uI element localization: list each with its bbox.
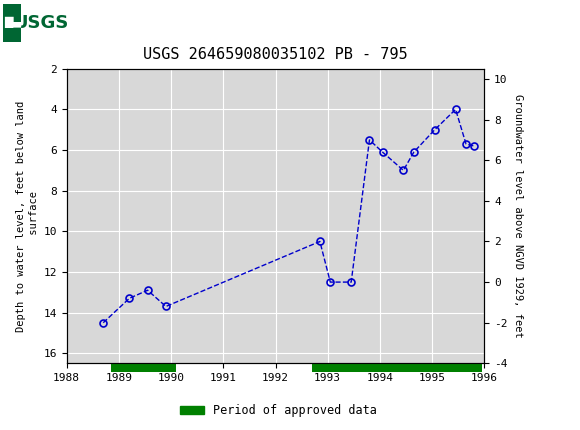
Text: █▄: █▄ (3, 17, 21, 28)
Y-axis label: Groundwater level above NGVD 1929, feet: Groundwater level above NGVD 1929, feet (513, 94, 523, 338)
Text: USGS: USGS (13, 14, 68, 31)
Legend: Period of approved data: Period of approved data (175, 399, 382, 422)
FancyBboxPatch shape (3, 3, 78, 42)
Y-axis label: Depth to water level, feet below land
 surface: Depth to water level, feet below land su… (16, 101, 39, 332)
Title: USGS 264659080035102 PB - 795: USGS 264659080035102 PB - 795 (143, 47, 408, 62)
FancyBboxPatch shape (3, 3, 21, 42)
